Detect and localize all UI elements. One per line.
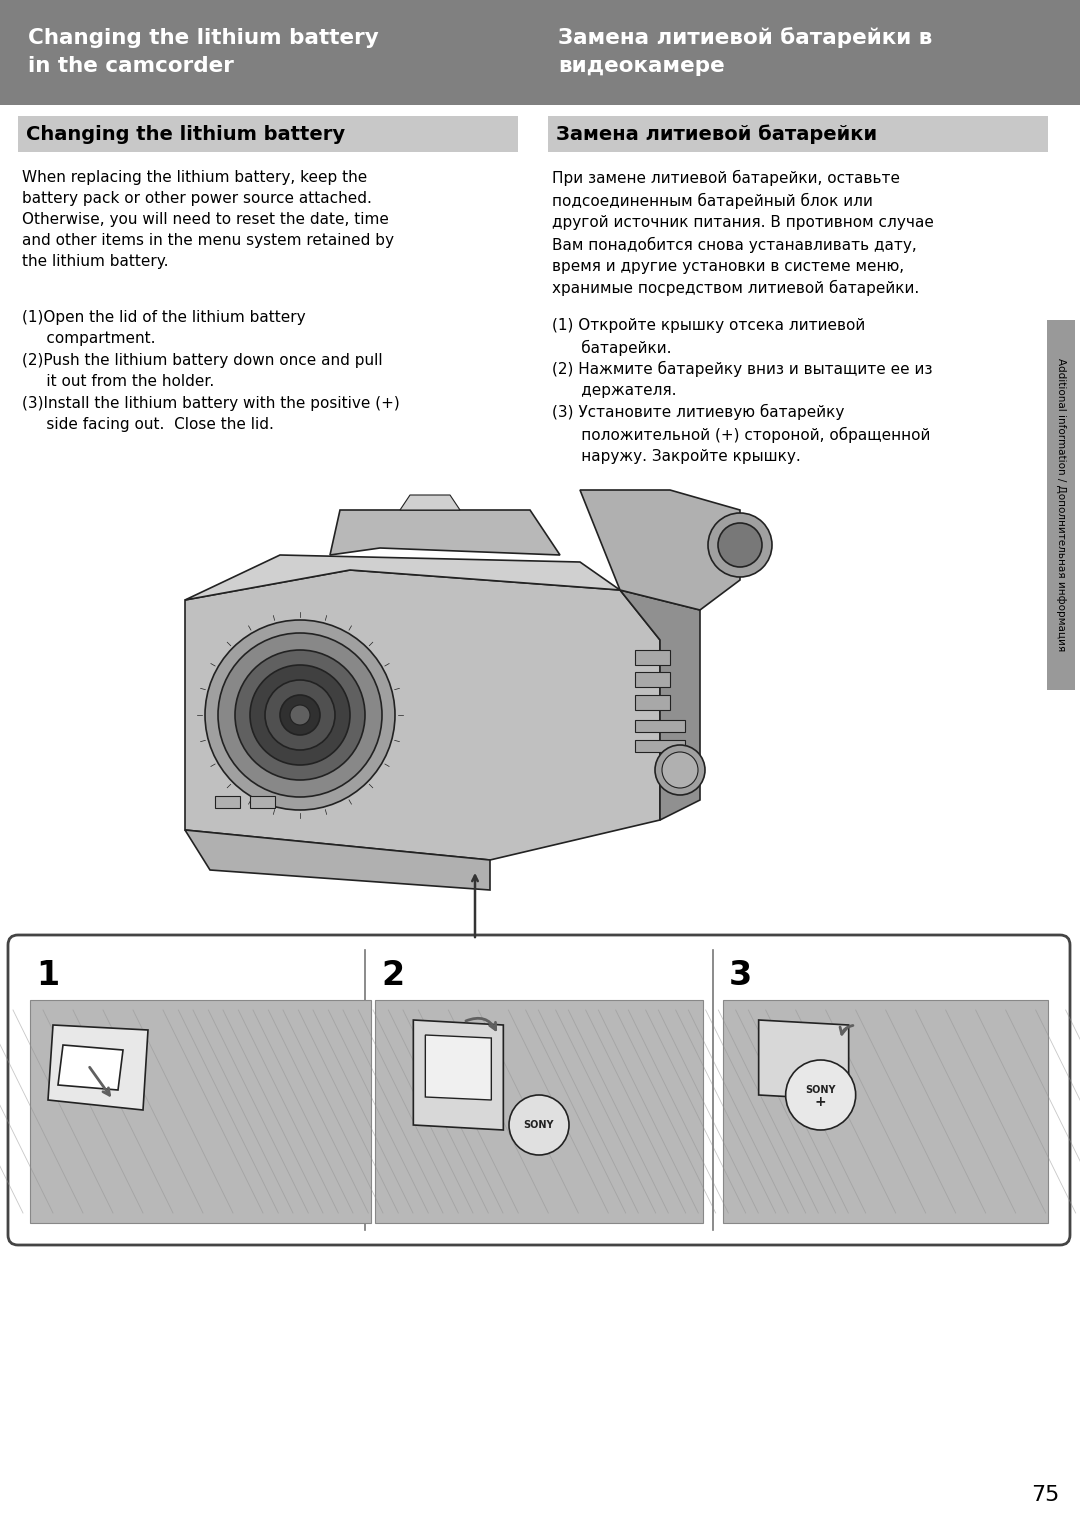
Text: Changing the lithium battery
in the camcorder: Changing the lithium battery in the camc… <box>28 28 379 77</box>
Bar <box>376 1000 703 1223</box>
Circle shape <box>785 1059 855 1130</box>
Polygon shape <box>580 491 740 610</box>
Circle shape <box>218 633 382 797</box>
Bar <box>0 0 1080 104</box>
Polygon shape <box>185 570 660 860</box>
Text: 2: 2 <box>381 960 404 992</box>
Polygon shape <box>400 495 460 510</box>
Text: 3: 3 <box>729 960 752 992</box>
Circle shape <box>205 619 395 809</box>
Text: Замена литиевой батарейки в
видеокамере: Замена литиевой батарейки в видеокамере <box>558 28 932 77</box>
Text: 75: 75 <box>1030 1485 1059 1505</box>
Text: (3)Install the lithium battery with the positive (+)
     side facing out.  Clos: (3)Install the lithium battery with the … <box>22 396 400 432</box>
Polygon shape <box>330 510 561 555</box>
Text: SONY: SONY <box>524 1121 554 1130</box>
Text: (3) Установите литиевую батарейку
      положительной (+) стороной, обращенной
 : (3) Установите литиевую батарейку положи… <box>552 405 930 464</box>
Circle shape <box>718 523 762 567</box>
Bar <box>635 721 685 731</box>
Polygon shape <box>620 590 700 820</box>
Text: При замене литиевой батарейки, оставьте
подсоединенным батарейный блок или
друго: При замене литиевой батарейки, оставьте … <box>552 170 934 296</box>
Bar <box>635 740 685 753</box>
Bar <box>635 694 670 710</box>
Bar <box>215 796 240 808</box>
Text: SONY: SONY <box>806 1085 836 1095</box>
Text: Changing the lithium battery: Changing the lithium battery <box>26 124 346 144</box>
Text: When replacing the lithium battery, keep the
battery pack or other power source : When replacing the lithium battery, keep… <box>22 170 394 268</box>
Circle shape <box>662 753 698 788</box>
Text: (1)Open the lid of the lithium battery
     compartment.: (1)Open the lid of the lithium battery c… <box>22 310 306 346</box>
FancyBboxPatch shape <box>8 935 1070 1245</box>
Bar <box>635 650 670 665</box>
Bar <box>30 1000 372 1223</box>
Polygon shape <box>414 1019 503 1130</box>
Text: (2)Push the lithium battery down once and pull
     it out from the holder.: (2)Push the lithium battery down once an… <box>22 353 382 389</box>
Bar <box>635 671 670 687</box>
Text: 1: 1 <box>36 960 59 992</box>
Circle shape <box>265 681 335 750</box>
Polygon shape <box>185 555 620 599</box>
Text: (1) Откройте крышку отсека литиевой
      батарейки.: (1) Откройте крышку отсека литиевой бата… <box>552 317 865 356</box>
Bar <box>548 117 1048 152</box>
Polygon shape <box>758 1019 849 1101</box>
Circle shape <box>280 694 320 734</box>
Bar <box>18 117 518 152</box>
Polygon shape <box>58 1046 123 1090</box>
Circle shape <box>509 1095 569 1154</box>
Text: Additional information / Дополнительная информация: Additional information / Дополнительная … <box>1056 359 1066 652</box>
Bar <box>249 796 275 808</box>
Circle shape <box>291 705 310 725</box>
Polygon shape <box>185 829 490 891</box>
Bar <box>1047 320 1075 690</box>
Bar <box>723 1000 1048 1223</box>
Text: (2) Нажмите батарейку вниз и вытащите ее из
      держателя.: (2) Нажмите батарейку вниз и вытащите ее… <box>552 360 932 399</box>
Circle shape <box>708 514 772 576</box>
Circle shape <box>249 665 350 765</box>
Circle shape <box>654 745 705 796</box>
Text: +: + <box>814 1095 826 1108</box>
Polygon shape <box>426 1035 491 1101</box>
Polygon shape <box>48 1026 148 1110</box>
Circle shape <box>235 650 365 780</box>
Text: Замена литиевой батарейки: Замена литиевой батарейки <box>556 124 877 144</box>
